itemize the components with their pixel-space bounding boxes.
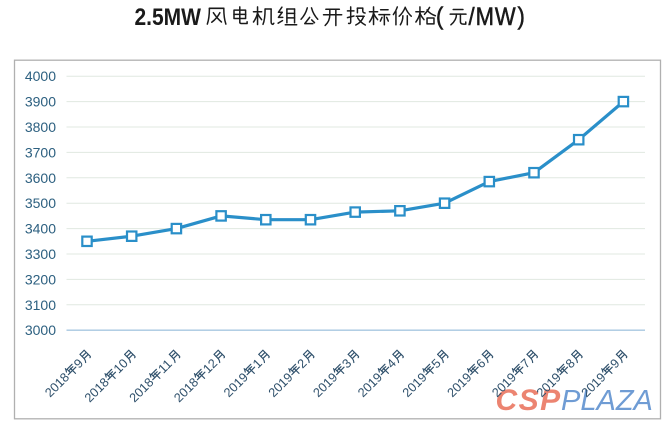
svg-text:3200: 3200 — [25, 271, 56, 287]
svg-text:2.5MW: 2.5MW — [135, 4, 202, 30]
svg-text:PLAZA: PLAZA — [561, 385, 653, 417]
svg-text:4000: 4000 — [25, 68, 56, 84]
svg-text:3300: 3300 — [25, 246, 56, 262]
svg-text:CSP: CSP — [496, 384, 562, 417]
svg-text:/MW: /MW — [469, 3, 517, 31]
svg-text:3000: 3000 — [25, 322, 56, 338]
svg-text:3100: 3100 — [25, 297, 56, 313]
svg-text:3400: 3400 — [25, 221, 56, 237]
svg-text:3600: 3600 — [25, 170, 56, 186]
svg-text:(: ( — [436, 2, 443, 30]
svg-text:3900: 3900 — [25, 94, 56, 110]
svg-text:3800: 3800 — [25, 119, 56, 135]
svg-text:): ) — [518, 2, 525, 30]
svg-text:3700: 3700 — [25, 144, 56, 160]
svg-text:3500: 3500 — [25, 195, 56, 211]
